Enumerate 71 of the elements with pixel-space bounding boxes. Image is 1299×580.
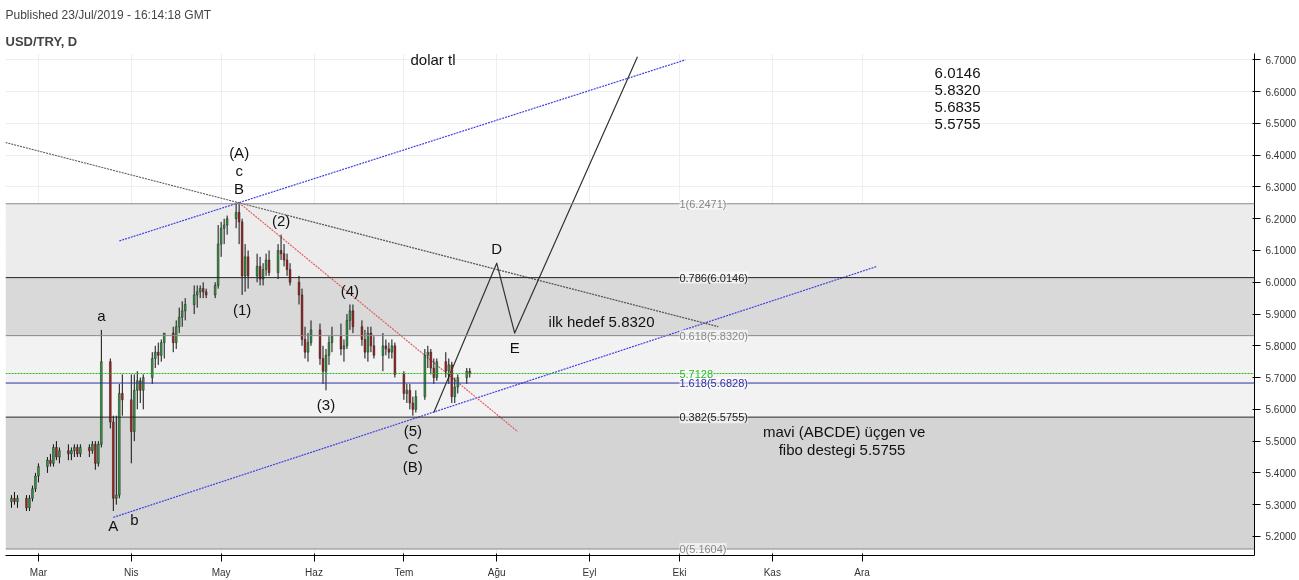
- annotation: mavi (ABCDE) üçgen ve fibo destegi 5.5755: [762, 423, 926, 459]
- ref-line-label: 0(5.1604): [679, 543, 727, 556]
- x-tick-label: Eyl: [582, 566, 597, 578]
- candlestick: [142, 373, 145, 410]
- candlestick: [351, 304, 355, 334]
- candlestick: [444, 351, 447, 379]
- candlestick: [52, 443, 55, 468]
- annotation: a: [97, 306, 107, 324]
- x-tick-label: Tem: [394, 566, 414, 578]
- annotation: B: [234, 179, 245, 197]
- candlestick: [163, 332, 166, 360]
- x-tick-label: Kas: [763, 566, 781, 578]
- candlestick: [402, 370, 406, 401]
- candlestick: [55, 440, 58, 461]
- annotation: A: [108, 517, 119, 535]
- y-tick-label: 6.1000: [1265, 245, 1297, 257]
- x-tick-label: Mar: [29, 566, 48, 578]
- annotation: ilk hedef 5.8320: [548, 312, 655, 330]
- ref-line-label: 1(6.2471): [679, 197, 727, 210]
- y-tick-label: 5.6000: [1265, 404, 1297, 416]
- y-tick-label: 6.3000: [1265, 181, 1297, 193]
- annotation: b: [130, 510, 139, 528]
- ref-line-label: 0.382(5.5755): [679, 411, 748, 424]
- y-tick-label: 5.4000: [1265, 467, 1297, 479]
- annotation: (A): [229, 143, 250, 161]
- candlestick: [387, 342, 391, 360]
- y-tick-label: 6.4000: [1265, 150, 1297, 162]
- y-tick-label: 6.7000: [1265, 54, 1297, 66]
- y-tick-label: 6.6000: [1265, 86, 1297, 98]
- x-tick-label: Ara: [854, 566, 871, 578]
- x-tick-label: Haz: [305, 566, 323, 578]
- y-tick-label: 5.8000: [1265, 340, 1297, 352]
- y-tick-label: 5.9000: [1265, 309, 1297, 321]
- annotation: dolar tl: [410, 50, 456, 68]
- annotation: (3): [316, 396, 336, 414]
- ref-line-label: 5.7128: [679, 367, 714, 380]
- x-tick-label: Nis: [124, 566, 139, 578]
- candlestick: [94, 440, 97, 471]
- x-tick-label: May: [211, 566, 231, 578]
- chart-subtitle: Published 23/Jul/2019 - 16:14:18 GMT: [5, 7, 212, 22]
- ref-line-label: 1.618(5.6828): [679, 377, 748, 390]
- candlestick: [193, 284, 196, 315]
- y-tick-label: 6.2000: [1265, 213, 1297, 225]
- x-tick-label: Ağu: [487, 566, 506, 578]
- annotation: 6.0146 5.8320 5.6835 5.5755: [934, 63, 981, 132]
- y-tick-label: 6.0000: [1265, 277, 1297, 289]
- candlestick: [414, 389, 417, 414]
- annotation: (4): [340, 281, 360, 299]
- annotation: C: [407, 439, 419, 457]
- candlestick: [172, 326, 175, 353]
- candlestick: [157, 342, 160, 366]
- annotation: c: [235, 161, 244, 179]
- x-tick-label: Eki: [672, 566, 687, 578]
- y-tick-label: 6.5000: [1265, 118, 1297, 130]
- ref-line-label: 0.786(6.0146): [679, 271, 748, 284]
- y-tick-label: 5.3000: [1265, 499, 1297, 511]
- annotation: (2): [271, 211, 291, 229]
- annotation: E: [509, 339, 520, 357]
- annotation: (B): [402, 457, 423, 475]
- annotation: (1): [232, 300, 252, 318]
- chart-title: USD/TRY, D: [5, 33, 78, 49]
- ref-line-label: 0.618(5.8320): [679, 329, 748, 342]
- y-tick-label: 5.5000: [1265, 436, 1297, 448]
- y-tick-label: 5.2000: [1265, 531, 1297, 543]
- candlestick: [435, 358, 438, 382]
- annotation: (5): [403, 421, 423, 439]
- candlestick: [381, 332, 385, 372]
- annotation: D: [491, 240, 503, 258]
- candlestick: [139, 377, 142, 404]
- candlestick: [366, 326, 370, 363]
- y-tick-label: 5.7000: [1265, 372, 1297, 384]
